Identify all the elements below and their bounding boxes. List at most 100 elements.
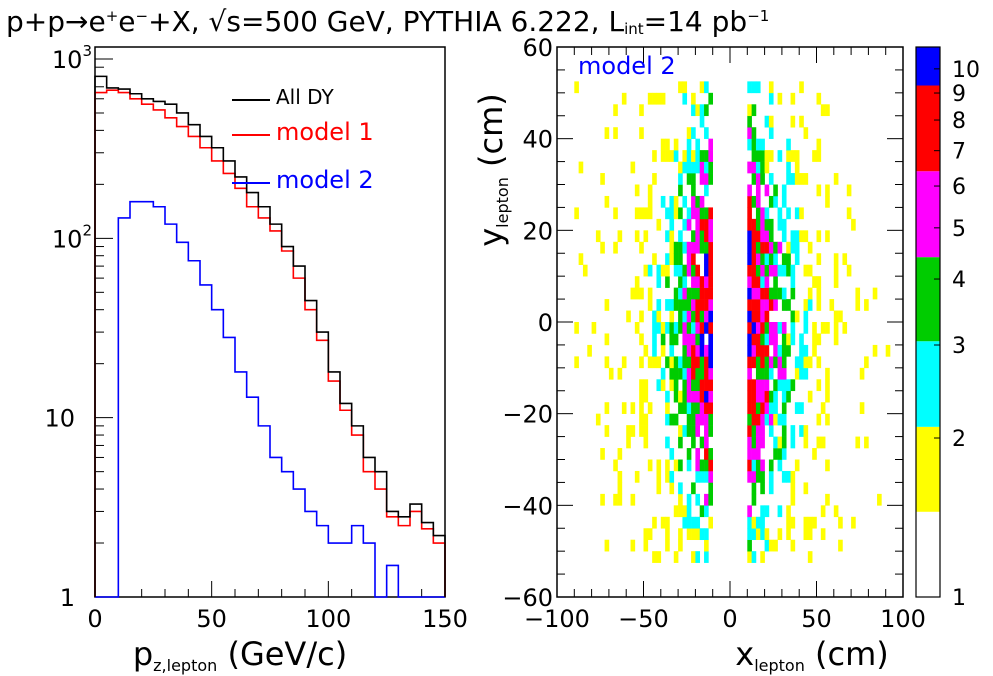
heatmap-cell — [699, 436, 705, 449]
histogram-frame — [94, 46, 446, 598]
series-all-dy — [94, 75, 446, 597]
heatmap-cell — [686, 333, 692, 346]
heatmap-cell — [695, 276, 701, 288]
heatmap-cell — [764, 184, 770, 197]
heatmap-cell — [781, 218, 787, 231]
heatmap-cell — [673, 390, 679, 403]
heatmap-cell — [846, 207, 852, 220]
heatmap-cell — [695, 459, 701, 472]
heatmap-cell — [786, 138, 791, 151]
heatmap-cell — [639, 127, 644, 139]
heatmap-cell — [755, 379, 761, 392]
heatmap-cell — [665, 356, 670, 369]
heatmap-cell — [613, 459, 618, 472]
heatmap-cell — [639, 413, 644, 426]
heatmap-cell — [699, 207, 705, 220]
heatmap-cell — [764, 528, 770, 541]
heatmap-cell — [708, 459, 713, 472]
heatmap-cell — [574, 356, 579, 369]
heatmap-cell — [786, 264, 791, 277]
heatmap-cell — [621, 402, 627, 414]
heatmap-cell — [660, 195, 666, 208]
heatmap-cell — [816, 230, 822, 243]
heatmap-cell — [704, 390, 709, 403]
heatmap-cell — [691, 230, 696, 243]
heatmap-cell — [773, 299, 778, 311]
heatmap-cell — [695, 402, 701, 414]
heatmap-cell — [686, 310, 692, 323]
colorbar-level — [916, 47, 940, 86]
heatmap-cell — [777, 241, 783, 254]
heatmap-cell — [747, 253, 752, 266]
heatmap-cell — [747, 516, 752, 529]
heatmap-cell — [686, 253, 692, 266]
heatmap-cell — [686, 287, 692, 300]
heatmap-cell — [604, 127, 610, 139]
heatmap-cell — [872, 287, 878, 300]
heatmap-cell — [634, 322, 640, 334]
heatmap-cell — [669, 253, 675, 266]
heatmap-cell — [794, 459, 800, 472]
colorbar-label: 6 — [952, 175, 966, 200]
heatmap-cell — [803, 528, 809, 541]
heatmap-cell — [773, 344, 778, 357]
title-electron: e — [88, 5, 106, 38]
heatmap-cell — [704, 425, 709, 437]
heatmap-cell — [747, 528, 752, 541]
heatmap-cell — [656, 470, 662, 483]
heatmap-cell — [799, 344, 804, 357]
heatmap-cell — [751, 127, 757, 139]
heatmap-cell — [751, 230, 757, 243]
heatmap-cell — [751, 276, 757, 288]
heatmap-cell — [630, 539, 636, 552]
heatmap-cell — [647, 459, 653, 472]
heatmap-cell — [764, 390, 770, 403]
heatmap-cell — [807, 356, 813, 369]
heatmap-cell — [816, 356, 822, 369]
heatmap-cell — [652, 344, 657, 357]
heatmap-cell — [747, 425, 752, 437]
heatmap-cell — [682, 356, 688, 369]
heatmap-cell — [760, 425, 765, 437]
heatmap-cell — [760, 310, 765, 323]
heatmap-cell — [864, 436, 869, 449]
heatmap-cell — [794, 356, 800, 369]
heatmap-cell — [704, 528, 709, 541]
heatmap-cell — [652, 92, 657, 105]
heatmap-cell — [699, 230, 705, 243]
heatmap-cell — [760, 287, 765, 300]
heatmap-cell — [760, 173, 765, 185]
heatmap-cell — [630, 161, 636, 174]
heatmap-cell — [691, 276, 696, 288]
heatmap-cell — [764, 402, 770, 414]
heatmap-cell — [660, 264, 666, 277]
heatmap-cell — [682, 299, 688, 311]
heatmap-cell — [773, 276, 778, 288]
heatmap-cell — [773, 287, 778, 300]
heatmap-cell — [794, 241, 800, 254]
legend-label-all-dy: All DY — [276, 85, 334, 109]
heatmap-cell — [673, 551, 679, 563]
heatmap-cell — [773, 539, 778, 552]
heatmap-cell — [691, 127, 696, 139]
heatmap-cell — [751, 482, 757, 495]
heatmap-cell — [755, 413, 761, 426]
heatmap-cell — [773, 356, 778, 369]
heatmap-cell — [768, 425, 774, 437]
heatmap-cell — [768, 287, 774, 300]
heatmap-cell — [768, 241, 774, 254]
heatmap-cell — [768, 127, 774, 139]
heatmap-cell — [699, 310, 705, 323]
heatmap-cell — [708, 516, 713, 529]
heatmap-cell — [760, 413, 765, 426]
y-axis-label: ylepton (cm) — [472, 93, 512, 247]
heatmap-cell — [794, 207, 800, 220]
heatmap-cell — [699, 528, 705, 541]
heatmap-cell — [794, 402, 800, 414]
heatmap-cell — [695, 299, 701, 311]
heatmap-cell — [704, 310, 709, 323]
x-tick-label: −50 — [618, 605, 669, 633]
pz-histogram-panel: 1 10 102 103 0 50 100 150 pz,lepton (GeV/c) All D… — [44, 42, 467, 675]
heatmap-cell — [686, 356, 692, 369]
heatmap-cell — [699, 413, 705, 426]
